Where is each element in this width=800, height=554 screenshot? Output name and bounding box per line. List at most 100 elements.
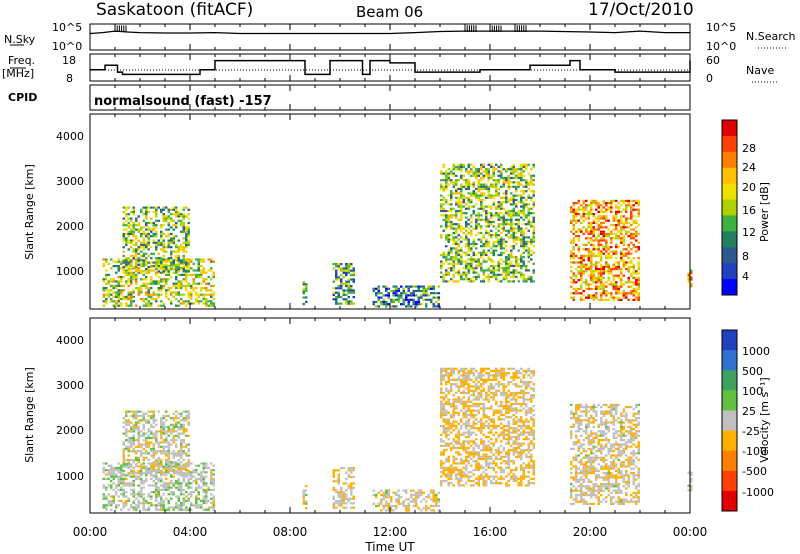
- power-cell: [607, 228, 610, 231]
- velocity-cell: [197, 484, 200, 487]
- velocity-cell: [515, 427, 518, 430]
- power-cell: [460, 201, 463, 204]
- power-cell: [597, 248, 600, 251]
- velocity-cell: [385, 489, 388, 492]
- velocity-cell: [487, 407, 490, 410]
- velocity-cell: [452, 407, 455, 410]
- velocity-cell: [172, 452, 175, 455]
- velocity-cell: [520, 405, 523, 408]
- velocity-cell: [177, 421, 180, 424]
- power-cell: [635, 202, 638, 205]
- velocity-cell: [180, 484, 183, 487]
- power-cell: [487, 187, 490, 191]
- power-cell: [507, 198, 510, 202]
- velocity-cell: [460, 385, 463, 388]
- velocity-cell: [397, 496, 400, 499]
- power-cell: [600, 239, 603, 242]
- velocity-cell: [135, 421, 138, 424]
- velocity-cell: [180, 441, 183, 444]
- power-cell: [170, 213, 173, 216]
- velocity-cell: [130, 463, 133, 466]
- power-cell: [607, 272, 610, 275]
- power-cell: [122, 276, 125, 279]
- power-cell: [507, 264, 510, 268]
- power-cell: [125, 280, 128, 283]
- velocity-cell: [185, 419, 188, 422]
- power-cell: [522, 209, 525, 213]
- power-cell: [490, 176, 493, 180]
- velocity-cell: [127, 419, 130, 422]
- velocity-cell: [112, 473, 115, 476]
- power-cell: [382, 285, 385, 288]
- power-cell: [510, 185, 513, 188]
- velocity-cell: [122, 491, 125, 494]
- velocity-cell: [142, 428, 145, 431]
- power-cell: [462, 267, 465, 270]
- velocity-cell: [520, 391, 523, 395]
- power-cell: [515, 275, 518, 279]
- power-cell: [602, 232, 605, 235]
- velocity-cell: [105, 504, 108, 507]
- power-cell: [515, 212, 518, 215]
- power-cell: [612, 287, 615, 290]
- velocity-cell: [172, 508, 175, 511]
- power-cell: [170, 237, 173, 240]
- power-cell: [187, 243, 190, 247]
- power-cell: [492, 267, 495, 270]
- power-cell: [620, 199, 623, 202]
- power-cell: [627, 250, 630, 253]
- power-cell: [495, 185, 498, 188]
- power-cell: [500, 240, 503, 243]
- power-cell: [335, 265, 338, 268]
- velocity-cell: [447, 418, 450, 421]
- velocity-cell: [157, 502, 160, 505]
- power-cell: [602, 217, 605, 220]
- velocity-cell: [127, 461, 130, 464]
- power-cell: [492, 196, 495, 199]
- velocity-cell: [132, 493, 135, 496]
- power-cell: [512, 247, 515, 250]
- power-cell: [122, 298, 125, 301]
- velocity-cell: [202, 491, 205, 494]
- velocity-cell: [135, 423, 138, 426]
- velocity-cell: [112, 497, 115, 500]
- velocity-cell: [115, 486, 118, 489]
- velocity-cell: [150, 495, 153, 498]
- velocity-cell: [187, 421, 190, 424]
- velocity-cell: [167, 456, 170, 459]
- power-cell: [477, 223, 480, 226]
- power-cell: [182, 248, 185, 251]
- velocity-cell: [177, 463, 180, 466]
- velocity-cell: [130, 430, 133, 433]
- power-cell: [515, 181, 518, 184]
- power-cell: [490, 212, 493, 215]
- velocity-cell: [532, 420, 535, 423]
- power-cell: [477, 194, 480, 197]
- power-cell: [475, 267, 478, 270]
- velocity-cell: [380, 493, 383, 497]
- power-cell: [600, 263, 603, 266]
- velocity-cell: [517, 424, 520, 428]
- velocity-cell: [340, 489, 343, 492]
- velocity-cell: [350, 467, 353, 470]
- power-cell: [580, 204, 583, 207]
- power-cell: [522, 218, 525, 221]
- velocity-cell: [142, 434, 145, 437]
- power-cell: [570, 219, 573, 222]
- velocity-cell: [172, 430, 175, 433]
- velocity-cell: [380, 498, 383, 501]
- power-cell: [630, 281, 633, 284]
- power-cell: [502, 247, 505, 250]
- power-cell: [612, 252, 615, 255]
- power-cell: [172, 291, 175, 294]
- power-cell: [480, 205, 483, 208]
- power-cell: [510, 271, 513, 274]
- power-cell: [457, 187, 460, 191]
- power-cell: [597, 246, 600, 249]
- velocity-cell: [447, 400, 450, 403]
- power-cell: [620, 270, 623, 273]
- power-cell: [520, 190, 523, 193]
- power-cell: [375, 287, 378, 290]
- power-cell: [590, 274, 593, 277]
- velocity-cell: [510, 367, 513, 370]
